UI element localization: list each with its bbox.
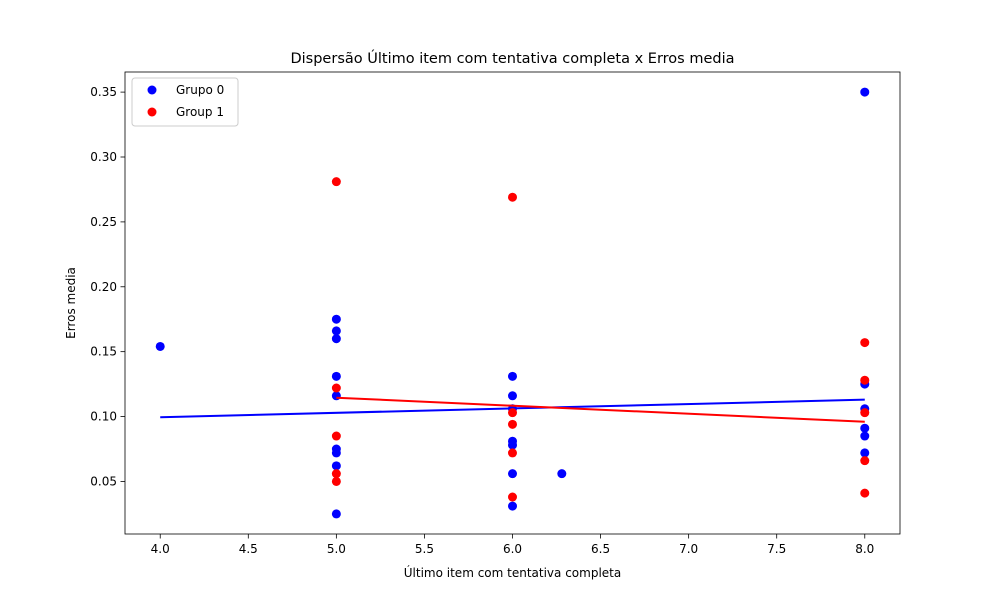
x-tick-label-1: 4.5 (239, 542, 258, 556)
x-tick-label-7: 7.5 (767, 542, 786, 556)
plot-area: 4.0 4.5 5.0 5.5 6.0 6.5 7.0 7.5 8.0 0.05 0.10 0.15 0… (90, 71, 901, 556)
x-tick-label-3: 5.5 (415, 542, 434, 556)
series-1-point-10 (860, 338, 870, 348)
x-axis-label: Último item com tentativa completa (404, 565, 621, 580)
x-tick-label-4: 6.0 (503, 542, 522, 556)
series-0-point-23 (860, 448, 870, 458)
series-1-point-0 (331, 177, 341, 187)
series-1-point-2 (331, 431, 341, 441)
series-1-trend-line (336, 396, 865, 423)
y-axis-label: Erros media (64, 267, 78, 339)
series-0-point-15 (508, 469, 517, 479)
legend-label-0: Grupo 0 (176, 83, 224, 97)
legend-label-1: Group 1 (176, 105, 224, 119)
series-0-point-1 (331, 314, 341, 324)
series-0-point-2 (331, 326, 341, 336)
series-0-point-0 (155, 341, 165, 351)
series-1-point-3 (331, 469, 341, 479)
series-1-point-8 (508, 448, 517, 458)
series-1-point-4 (331, 476, 341, 486)
legend-box (131, 77, 239, 127)
x-tick-label-8: 8.0 (855, 542, 874, 556)
series-1-point-9 (508, 492, 517, 502)
series-0-point-17 (557, 469, 567, 479)
series-1-point-13 (860, 456, 870, 466)
x-tick-label-0: 4.0 (151, 542, 170, 556)
legend: Grupo 0 Group 1 (131, 77, 239, 127)
axes-frame (124, 71, 901, 535)
series-0-point-10 (508, 371, 517, 381)
series-0-point-14 (508, 440, 517, 450)
series-0-point-7 (331, 448, 341, 458)
x-tick-label-6: 7.0 (679, 542, 698, 556)
series-0-point-9 (331, 509, 341, 519)
y-tick-label-3: 0.20 (90, 280, 117, 294)
y-tick-label-4: 0.25 (90, 215, 117, 229)
x-tick-label-2: 5.0 (327, 542, 346, 556)
series-1-point-6 (508, 408, 517, 418)
y-tick-label-1: 0.10 (90, 410, 117, 424)
chart-title: Dispersão Último item com tentativa comp… (290, 49, 734, 67)
series-0-point-18 (860, 87, 870, 97)
series-0-point-11 (508, 391, 517, 401)
y-tick-label-2: 0.15 (90, 345, 117, 359)
series-1-point-5 (508, 192, 517, 202)
series-0-point-22 (860, 431, 870, 441)
series-1-point-1 (331, 383, 341, 393)
series-0-point-3 (331, 334, 341, 344)
series-0-point-5 (331, 391, 341, 401)
y-tick-label-0: 0.05 (90, 474, 117, 488)
y-tick-label-6: 0.35 (90, 85, 117, 99)
series-1-point-12 (860, 408, 870, 418)
series-1-point-14 (860, 488, 870, 498)
y-tick-label-5: 0.30 (90, 150, 117, 164)
series-0-point-4 (331, 371, 341, 381)
series-1-point-11 (860, 375, 870, 385)
series-0-point-21 (860, 423, 870, 433)
legend-marker-1 (147, 107, 157, 117)
x-tick-label-5: 6.5 (591, 542, 610, 556)
series-1-point-7 (508, 419, 517, 429)
legend-marker-0 (147, 85, 157, 95)
series-0-point-16 (508, 501, 517, 511)
series-0-point-8 (331, 461, 341, 471)
